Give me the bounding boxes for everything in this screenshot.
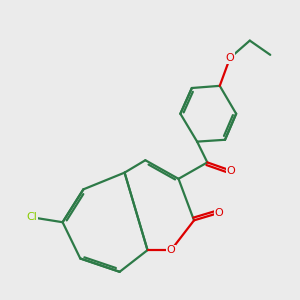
Text: O: O <box>226 53 234 63</box>
Text: O: O <box>214 208 223 218</box>
Text: Cl: Cl <box>26 212 37 222</box>
Text: O: O <box>167 245 176 255</box>
Text: O: O <box>227 166 236 176</box>
